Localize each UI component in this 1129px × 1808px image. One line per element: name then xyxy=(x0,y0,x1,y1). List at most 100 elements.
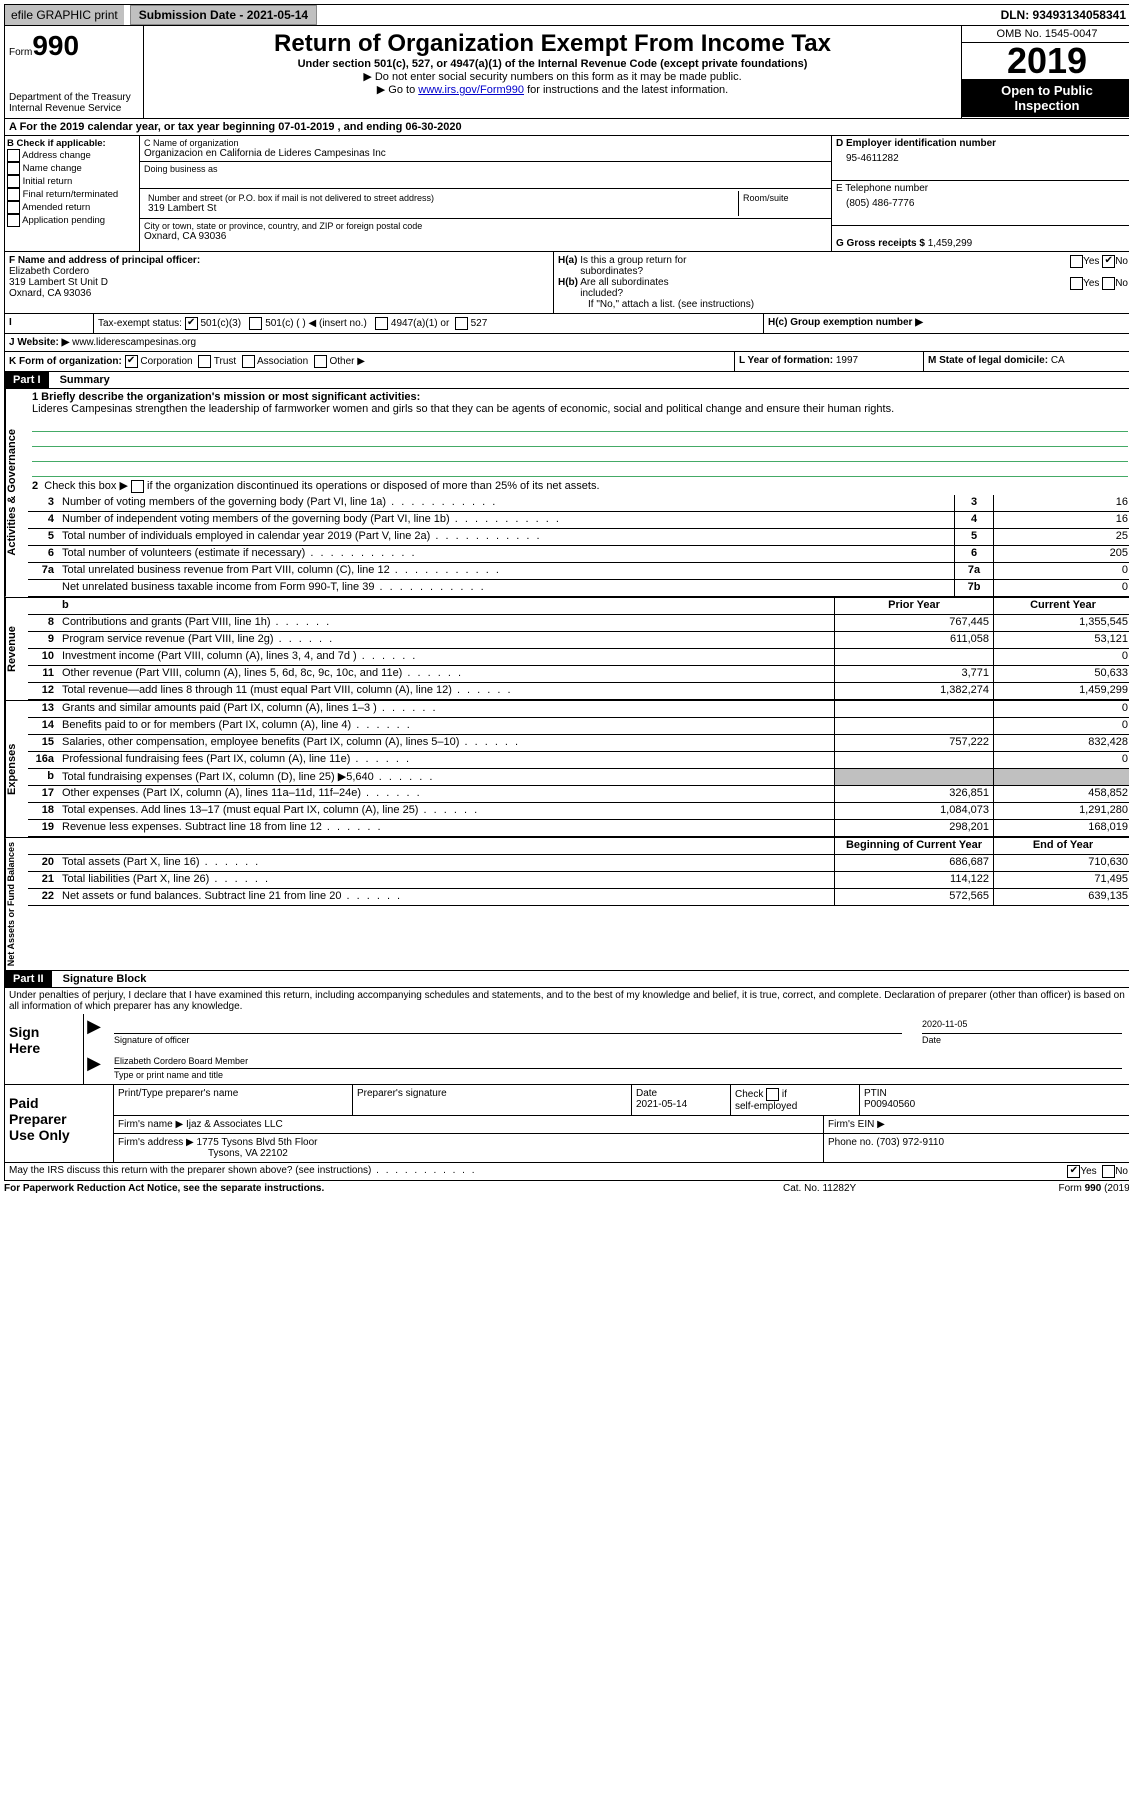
chk-501c3[interactable] xyxy=(185,317,198,330)
sign-here-label: SignHere xyxy=(5,1014,84,1084)
part1-num: Part I xyxy=(5,372,49,388)
table-row: 16aProfessional fundraising fees (Part I… xyxy=(28,752,1129,769)
section-expenses: Expenses 13Grants and similar amounts pa… xyxy=(4,701,1129,838)
l1-label: 1 Briefly describe the organization's mi… xyxy=(32,391,420,403)
mission-line-1 xyxy=(32,417,1128,432)
chk-hb-no[interactable] xyxy=(1102,277,1115,290)
table-row: 3Number of voting members of the governi… xyxy=(28,495,1129,512)
hdr-current-year: Current Year xyxy=(993,598,1129,614)
top-bar: efile GRAPHIC print Submission Date - 20… xyxy=(4,4,1129,26)
label-org-name: C Name of organization xyxy=(144,138,827,148)
label-address: Number and street (or P.O. box if mail i… xyxy=(148,193,734,203)
table-row: 21Total liabilities (Part X, line 26)114… xyxy=(28,872,1129,889)
chk-discuss-no[interactable] xyxy=(1102,1165,1115,1178)
chk-discuss-yes[interactable] xyxy=(1067,1165,1080,1178)
part1-header: Part I Summary xyxy=(4,372,1129,389)
form-header: Form990 Department of the TreasuryIntern… xyxy=(4,26,1129,119)
label-j: J xyxy=(9,337,15,348)
goto-post: for instructions and the latest informat… xyxy=(524,84,728,96)
paid-row-3: Firm's address ▶ 1775 Tysons Blvd 5th Fl… xyxy=(114,1134,1129,1162)
prep-name-label: Print/Type preparer's name xyxy=(114,1085,353,1115)
org-name: Organizacion en California de Lideres Ca… xyxy=(144,148,827,159)
lbl-final-return: Final return/terminated xyxy=(23,189,119,200)
label-officer: F Name and address of principal officer: xyxy=(9,255,200,266)
lbl-app-pending: Application pending xyxy=(22,215,105,226)
chk-other[interactable] xyxy=(314,355,327,368)
opt-4947: 4947(a)(1) or xyxy=(391,318,449,329)
website-value: www.liderescampesinas.org xyxy=(72,337,196,348)
label-m: M State of legal domicile: xyxy=(928,355,1048,366)
officer-addr1: 319 Lambert St Unit D xyxy=(9,277,108,288)
section-i: I Tax-exempt status: 501(c)(3) 501(c) ( … xyxy=(4,314,1129,334)
chk-name-change[interactable] xyxy=(7,162,20,175)
lbl-address-change: Address change xyxy=(22,150,91,161)
chk-527[interactable] xyxy=(455,317,468,330)
firm-name-value: Ijaz & Associates LLC xyxy=(186,1119,283,1130)
table-row: 18Total expenses. Add lines 13–17 (must … xyxy=(28,803,1129,820)
org-city: Oxnard, CA 93036 xyxy=(144,231,827,242)
table-row: 10Investment income (Part VIII, column (… xyxy=(28,649,1129,666)
table-row: 20Total assets (Part X, line 16)686,6877… xyxy=(28,855,1129,872)
paid-row-2: Firm's name ▶ Ijaz & Associates LLC Firm… xyxy=(114,1116,1129,1134)
label-dba: Doing business as xyxy=(144,164,827,174)
irs-link[interactable]: www.irs.gov/Form990 xyxy=(418,84,524,96)
chk-l2[interactable] xyxy=(131,480,144,493)
chk-hb-yes[interactable] xyxy=(1070,277,1083,290)
section-klm: K Form of organization: Corporation Trus… xyxy=(4,352,1129,372)
table-row: bTotal fundraising expenses (Part IX, co… xyxy=(28,769,1129,786)
discuss-text: May the IRS discuss this return with the… xyxy=(9,1165,1067,1178)
part2-num: Part II xyxy=(5,971,52,987)
label-city: City or town, state or province, country… xyxy=(144,221,827,231)
chk-501c[interactable] xyxy=(249,317,262,330)
part1-title: Summary xyxy=(52,374,110,386)
subtitle-1: Under section 501(c), 527, or 4947(a)(1)… xyxy=(148,58,957,70)
efile-label[interactable]: efile GRAPHIC print xyxy=(5,5,124,25)
box-f: F Name and address of principal officer:… xyxy=(5,252,554,313)
subtitle-3: Go to www.irs.gov/Form990 for instructio… xyxy=(148,83,957,96)
chk-ha-no[interactable] xyxy=(1102,255,1115,268)
part2-header: Part II Signature Block xyxy=(4,971,1129,988)
paid-preparer-label: PaidPreparerUse Only xyxy=(5,1085,114,1162)
hc-label: H(c) Group exemption number ▶ xyxy=(768,317,923,328)
box-h: H(a) Is this a group return for subordin… xyxy=(554,252,1129,313)
lbl-initial-return: Initial return xyxy=(23,176,73,187)
chk-initial-return[interactable] xyxy=(7,175,20,188)
chk-final-return[interactable] xyxy=(7,188,20,201)
label-gross: G Gross receipts $ xyxy=(836,238,925,249)
lbl-amended: Amended return xyxy=(22,202,90,213)
submission-date-button[interactable]: Submission Date - 2021-05-14 xyxy=(130,5,317,25)
chk-trust[interactable] xyxy=(198,355,211,368)
discuss-row: May the IRS discuss this return with the… xyxy=(4,1163,1129,1181)
firm-phone: Phone no. (703) 972-9110 xyxy=(824,1134,1129,1162)
prep-date-value: 2021-05-14 xyxy=(636,1099,687,1110)
firm-addr-value2: Tysons, VA 22102 xyxy=(118,1148,288,1159)
chk-app-pending[interactable] xyxy=(7,214,20,227)
tax-exempt-label: Tax-exempt status: xyxy=(98,318,182,329)
table-row: 13Grants and similar amounts paid (Part … xyxy=(28,701,1129,718)
chk-assoc[interactable] xyxy=(242,355,255,368)
chk-4947[interactable] xyxy=(375,317,388,330)
chk-address-change[interactable] xyxy=(7,149,20,162)
vlabel-netassets: Net Assets or Fund Balances xyxy=(5,838,28,970)
sign-arrow-icon: ▶ xyxy=(84,1016,104,1047)
penalties-text: Under penalties of perjury, I declare th… xyxy=(4,988,1129,1014)
dln-label: DLN: 93493134058341 xyxy=(995,5,1129,25)
sign-date-label: Date xyxy=(922,1033,1122,1045)
chk-corp[interactable] xyxy=(125,355,138,368)
chk-self-employed[interactable] xyxy=(766,1088,779,1101)
mission-line-2 xyxy=(32,432,1128,447)
chk-amended[interactable] xyxy=(7,201,20,214)
firm-addr-value: 1775 Tysons Blvd 5th Floor xyxy=(197,1137,318,1148)
section-j: J Website: ▶ www.liderescampesinas.org xyxy=(4,334,1129,352)
box-b: B Check if applicable: Address change Na… xyxy=(5,136,140,251)
footer-mid: Cat. No. 11282Y xyxy=(783,1183,983,1194)
rev-header-row: b Prior Year Current Year xyxy=(28,598,1129,615)
goto-pre: Go to xyxy=(388,84,418,96)
table-row: 12Total revenue—add lines 8 through 11 (… xyxy=(28,683,1129,700)
chk-ha-yes[interactable] xyxy=(1070,255,1083,268)
gross-value: 1,459,299 xyxy=(928,238,973,249)
prep-sig-label: Preparer's signature xyxy=(353,1085,632,1115)
opt-assoc: Association xyxy=(257,356,308,367)
lbl-name-change: Name change xyxy=(23,163,82,174)
sign-date-value: 2020-11-05 xyxy=(922,1018,1122,1029)
